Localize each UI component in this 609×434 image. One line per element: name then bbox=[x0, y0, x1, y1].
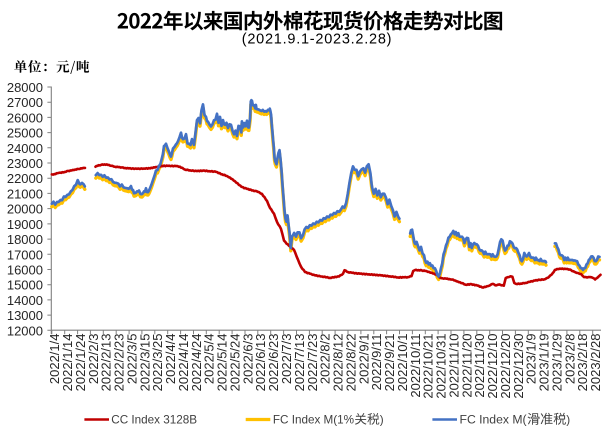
svg-text:2022/8/12: 2022/8/12 bbox=[331, 334, 346, 392]
svg-text:2022/4/24: 2022/4/24 bbox=[189, 334, 204, 392]
svg-text:2022/5/24: 2022/5/24 bbox=[228, 334, 243, 392]
svg-text:2022/2/3: 2022/2/3 bbox=[86, 334, 101, 385]
svg-text:2022/8/22: 2022/8/22 bbox=[343, 334, 358, 392]
svg-text:2022/9/11: 2022/9/11 bbox=[369, 334, 384, 391]
svg-text:24000: 24000 bbox=[7, 141, 43, 156]
svg-text:2022/6/23: 2022/6/23 bbox=[266, 334, 281, 392]
svg-text:2022/3/25: 2022/3/25 bbox=[150, 334, 165, 392]
svg-text:2022/8/2: 2022/8/2 bbox=[318, 334, 333, 385]
svg-text:2022/4/14: 2022/4/14 bbox=[176, 334, 191, 392]
svg-text:2022/10/1: 2022/10/1 bbox=[395, 334, 410, 392]
svg-text:12000: 12000 bbox=[7, 323, 43, 338]
svg-text:2022/12/10: 2022/12/10 bbox=[485, 334, 500, 399]
svg-text:2022/10/21: 2022/10/21 bbox=[421, 334, 436, 399]
svg-text:2023/2/8: 2023/2/8 bbox=[562, 334, 577, 385]
svg-text:2022/5/14: 2022/5/14 bbox=[215, 334, 230, 392]
svg-text:21000: 21000 bbox=[7, 186, 43, 201]
svg-text:2022/4/4: 2022/4/4 bbox=[163, 334, 178, 385]
svg-text:2022/7/13: 2022/7/13 bbox=[292, 334, 307, 392]
svg-text:16000: 16000 bbox=[7, 263, 43, 278]
svg-text:2022/7/3: 2022/7/3 bbox=[279, 334, 294, 385]
svg-text:26000: 26000 bbox=[7, 110, 43, 125]
svg-text:2022/6/3: 2022/6/3 bbox=[240, 334, 255, 385]
svg-text:2022/12/20: 2022/12/20 bbox=[498, 334, 513, 399]
svg-text:2022/11/10: 2022/11/10 bbox=[446, 334, 461, 398]
svg-text:28000: 28000 bbox=[7, 80, 43, 95]
svg-text:CC Index 3128B: CC Index 3128B bbox=[111, 414, 197, 427]
svg-text:17000: 17000 bbox=[7, 247, 43, 262]
svg-text:19000: 19000 bbox=[7, 217, 43, 232]
svg-text:23000: 23000 bbox=[7, 156, 43, 171]
svg-text:2022/6/13: 2022/6/13 bbox=[253, 334, 268, 392]
svg-text:13000: 13000 bbox=[7, 308, 43, 323]
svg-text:25000: 25000 bbox=[7, 126, 43, 141]
svg-text:2022/11/20: 2022/11/20 bbox=[459, 334, 474, 398]
svg-text:2022/10/31: 2022/10/31 bbox=[434, 334, 449, 399]
svg-text:2022/10/11: 2022/10/11 bbox=[408, 334, 423, 398]
svg-text:2022/1/4: 2022/1/4 bbox=[47, 334, 62, 385]
svg-text:2022/12/30: 2022/12/30 bbox=[511, 334, 526, 399]
svg-text:14000: 14000 bbox=[7, 293, 43, 308]
svg-text:15000: 15000 bbox=[7, 278, 43, 293]
svg-text:2022/11/30: 2022/11/30 bbox=[472, 334, 487, 398]
svg-text:2022/9/1: 2022/9/1 bbox=[356, 334, 371, 385]
svg-text:22000: 22000 bbox=[7, 171, 43, 186]
svg-text:2022/2/23: 2022/2/23 bbox=[112, 334, 127, 392]
svg-text:2023/1/29: 2023/1/29 bbox=[549, 334, 564, 392]
svg-text:2022/3/5: 2022/3/5 bbox=[125, 334, 140, 385]
svg-text:27000: 27000 bbox=[7, 95, 43, 110]
svg-text:FC Index M(1%: FC Index M(1% bbox=[273, 414, 354, 427]
svg-text:2022/7/23: 2022/7/23 bbox=[305, 334, 320, 392]
svg-text:2023/2/28: 2023/2/28 bbox=[588, 334, 603, 392]
svg-text:2023/2/18: 2023/2/18 bbox=[575, 334, 590, 392]
svg-text:(2021.9.1-2023.2.28): (2021.9.1-2023.2.28) bbox=[242, 32, 392, 48]
svg-text:FC Index M(: FC Index M( bbox=[460, 413, 527, 427]
svg-text:2023/1/19: 2023/1/19 bbox=[537, 334, 552, 392]
svg-text:2022/1/24: 2022/1/24 bbox=[73, 334, 88, 392]
svg-text:2022/9/21: 2022/9/21 bbox=[382, 334, 397, 392]
svg-text:20000: 20000 bbox=[7, 202, 43, 217]
svg-text:): ) bbox=[380, 414, 384, 427]
svg-text:2022/5/4: 2022/5/4 bbox=[202, 334, 217, 385]
svg-text:2022/3/15: 2022/3/15 bbox=[137, 334, 152, 392]
svg-text:2023/1/9: 2023/1/9 bbox=[524, 334, 539, 385]
svg-text:2022/2/13: 2022/2/13 bbox=[99, 334, 114, 392]
svg-text:2022/1/14: 2022/1/14 bbox=[60, 334, 75, 392]
svg-text:): ) bbox=[566, 414, 570, 427]
svg-text:18000: 18000 bbox=[7, 232, 43, 247]
